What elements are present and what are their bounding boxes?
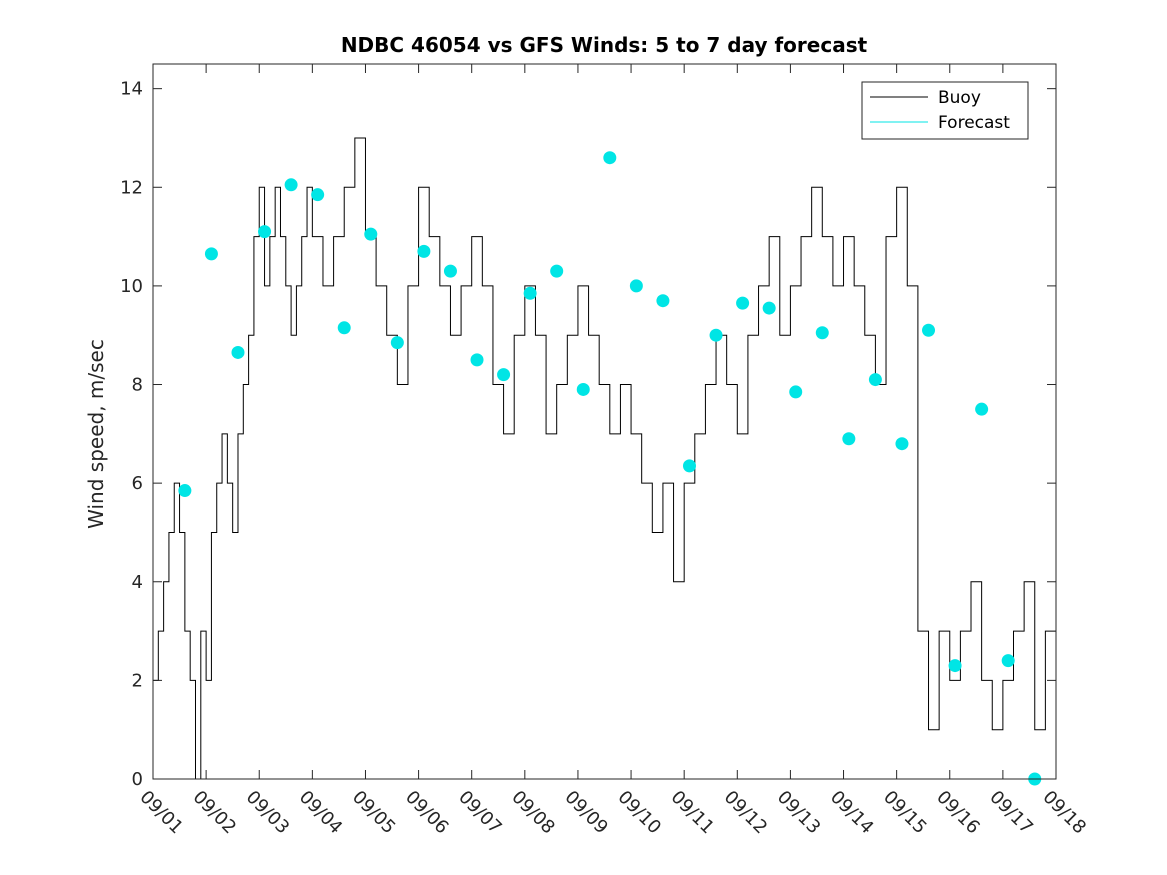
forecast-point-4: [284, 178, 298, 192]
chart-title: NDBC 46054 vs GFS Winds: 5 to 7 day fore…: [341, 33, 868, 57]
forecast-point-29: [948, 659, 962, 673]
forecast-point-16: [603, 151, 617, 165]
forecast-point-20: [709, 328, 723, 342]
forecast-point-15: [576, 382, 590, 396]
forecast-point-11: [470, 353, 484, 367]
legend: Buoy Forecast: [861, 81, 1029, 140]
plot-background: [153, 64, 1056, 779]
y-tick-label-4: 8: [132, 375, 143, 396]
legend-buoy-label: Buoy: [938, 88, 981, 108]
forecast-point-9: [417, 244, 431, 258]
forecast-point-6: [337, 321, 351, 335]
forecast-point-18: [656, 294, 670, 308]
legend-box: [861, 81, 1029, 140]
forecast-point-22: [762, 301, 776, 315]
forecast-point-28: [922, 323, 936, 337]
forecast-point-30: [975, 402, 989, 416]
y-tick-label-1: 2: [132, 670, 143, 691]
forecast-point-17: [629, 279, 643, 293]
forecast-point-0: [178, 484, 192, 498]
forecast-point-13: [523, 286, 537, 300]
forecast-point-5: [311, 188, 325, 202]
y-tick-label-5: 10: [120, 276, 143, 297]
forecast-point-21: [736, 296, 750, 310]
buoy-series-line: [153, 137, 1057, 780]
forecast-point-23: [789, 385, 803, 399]
forecast-point-10: [443, 264, 457, 278]
forecast-point-19: [682, 459, 696, 473]
y-tick-label-0: 0: [132, 769, 143, 790]
legend-forecast-label: Forecast: [938, 113, 1010, 133]
forecast-point-27: [895, 437, 909, 451]
forecast-point-1: [204, 247, 218, 261]
forecast-point-25: [842, 432, 856, 446]
forecast-point-7: [364, 227, 378, 241]
y-tick-label-3: 6: [132, 473, 143, 494]
forecast-point-2: [231, 345, 245, 359]
forecast-point-3: [258, 225, 272, 239]
forecast-point-8: [390, 336, 404, 350]
y-tick-label-2: 4: [132, 572, 143, 593]
forecast-point-26: [868, 373, 882, 387]
axes-box: [152, 63, 1057, 780]
forecast-point-24: [815, 326, 829, 340]
y-axis-label: Wind speed, m/sec: [84, 339, 108, 529]
y-tick-label-7: 14: [120, 79, 143, 100]
forecast-point-31: [1001, 654, 1015, 668]
forecast-point-14: [550, 264, 564, 278]
y-tick-label-6: 12: [120, 177, 143, 198]
forecast-point-12: [497, 368, 511, 382]
